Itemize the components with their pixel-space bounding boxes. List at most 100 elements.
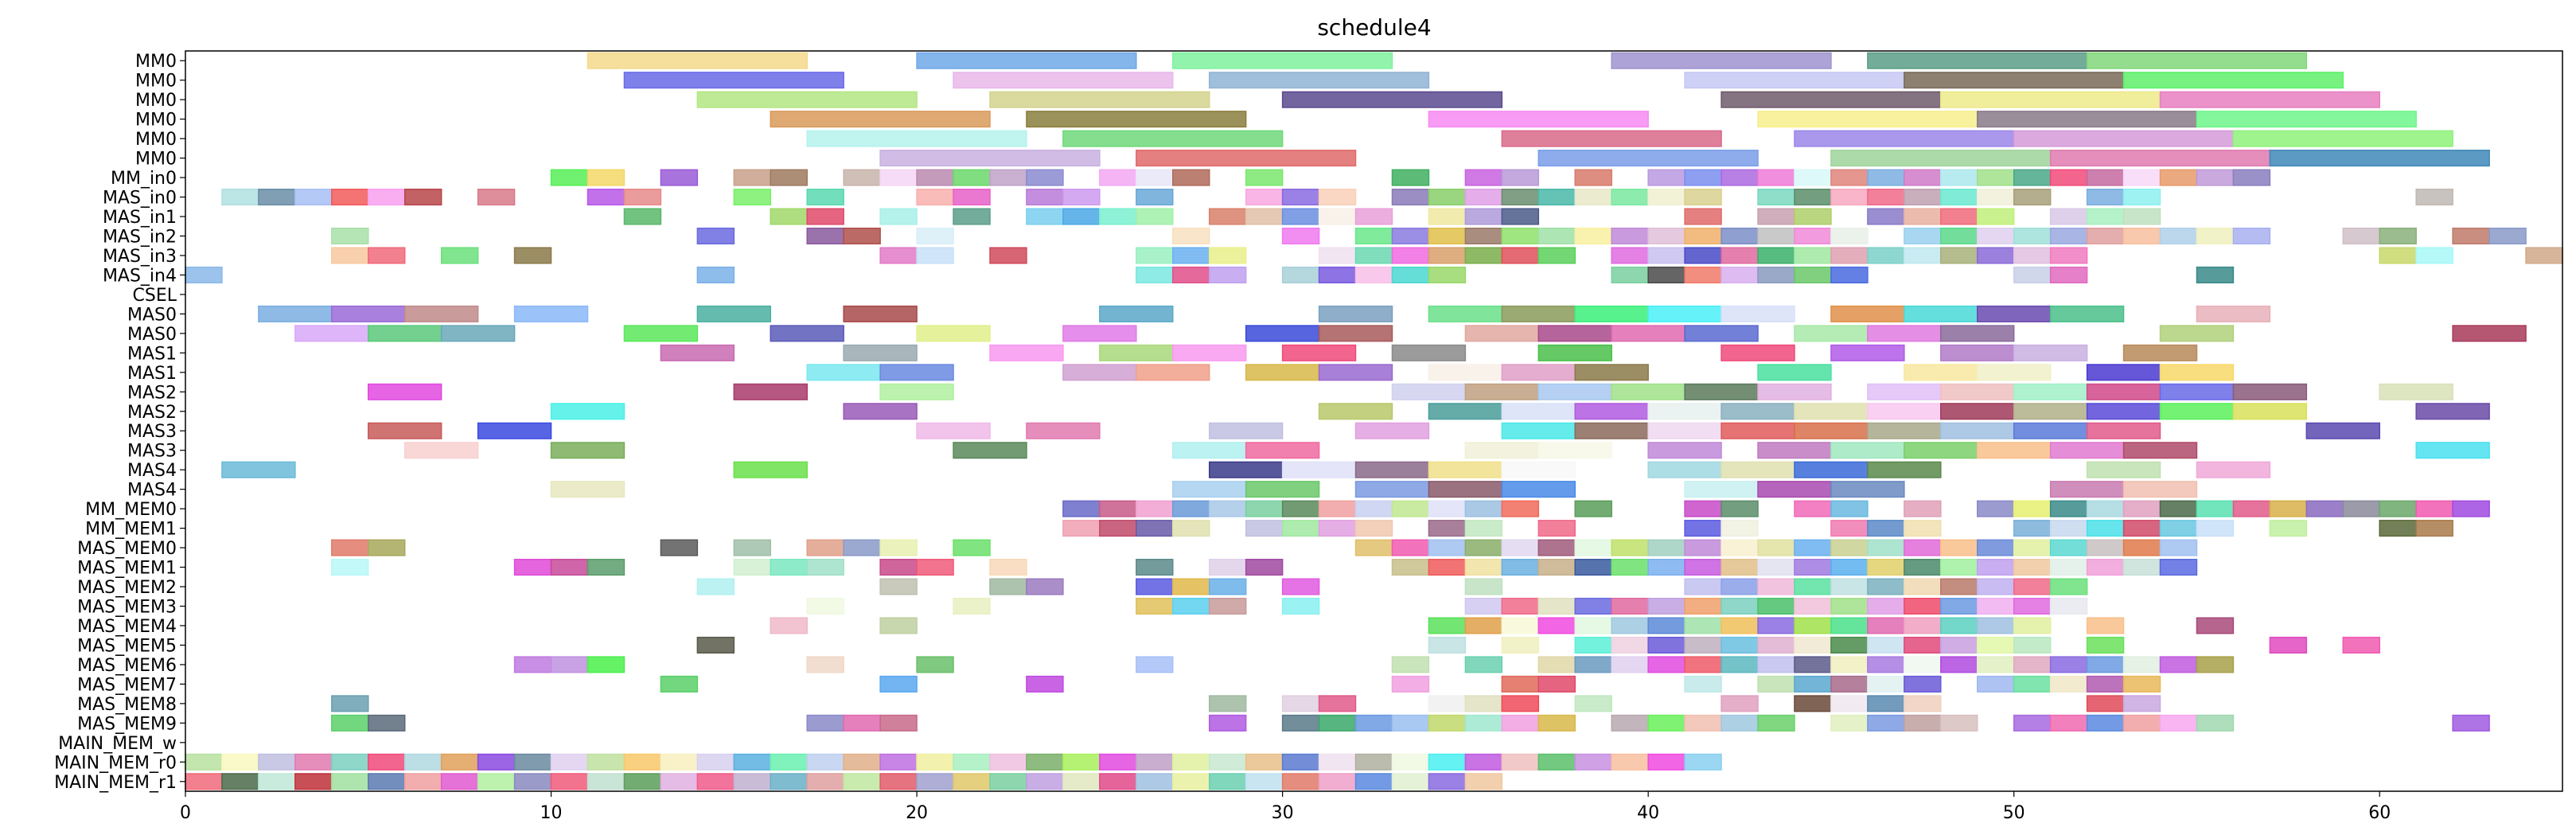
task-bar bbox=[1647, 753, 1686, 771]
task-bar bbox=[2049, 714, 2088, 732]
task-bar bbox=[2305, 422, 2380, 439]
task-bar bbox=[2049, 520, 2088, 537]
task-bar bbox=[2196, 714, 2235, 732]
task-bar bbox=[1976, 617, 2015, 634]
task-bar bbox=[696, 305, 772, 322]
task-bar bbox=[2122, 442, 2198, 459]
task-bar bbox=[1867, 695, 1905, 712]
task-bar bbox=[1867, 636, 1905, 654]
task-bar bbox=[2232, 130, 2453, 147]
task-bar bbox=[2159, 403, 2235, 420]
task-bar bbox=[1391, 189, 1430, 206]
task-bar bbox=[403, 189, 442, 206]
task-bar bbox=[368, 325, 442, 342]
task-bar bbox=[221, 189, 259, 206]
task-bar bbox=[2013, 247, 2052, 264]
task-bar bbox=[2013, 636, 2052, 654]
task-bar bbox=[1354, 539, 1393, 556]
task-bar bbox=[2452, 325, 2527, 342]
y-tick-label: MM0 bbox=[135, 91, 177, 111]
task-bar bbox=[1721, 344, 1795, 361]
task-bar bbox=[1391, 714, 1430, 732]
task-bar bbox=[1721, 597, 1759, 615]
task-bar bbox=[1062, 364, 1137, 381]
task-bar bbox=[1721, 578, 1759, 595]
x-tick-label: 40 bbox=[1637, 803, 1659, 823]
task-bar bbox=[2086, 539, 2125, 556]
task-bar bbox=[550, 773, 589, 790]
task-bar bbox=[806, 597, 844, 615]
task-bar bbox=[1830, 266, 1869, 283]
task-bar bbox=[1830, 247, 1869, 264]
task-bar bbox=[879, 773, 918, 790]
task-bar bbox=[1281, 500, 1320, 517]
task-bar bbox=[696, 773, 735, 790]
task-bar bbox=[2415, 520, 2453, 537]
task-bar bbox=[1172, 247, 1210, 264]
task-bar bbox=[2013, 617, 2052, 634]
task-bar bbox=[258, 305, 333, 322]
x-tick-label: 0 bbox=[180, 803, 191, 823]
task-bar bbox=[1501, 539, 1540, 556]
task-bar bbox=[1318, 208, 1357, 225]
task-bar bbox=[1867, 539, 1905, 556]
task-bar bbox=[1026, 422, 1101, 439]
task-bar bbox=[1574, 422, 1649, 439]
task-bar bbox=[1830, 442, 1905, 459]
task-bar bbox=[879, 617, 918, 634]
task-bar bbox=[1830, 617, 1869, 634]
task-bar bbox=[440, 325, 516, 342]
task-bar bbox=[1940, 247, 1978, 264]
task-bar bbox=[2122, 208, 2161, 225]
task-bar bbox=[403, 442, 479, 459]
task-bar bbox=[1794, 617, 1832, 634]
task-bar bbox=[1684, 227, 1722, 245]
task-bar bbox=[1647, 247, 1686, 264]
task-bar bbox=[331, 559, 369, 576]
task-bar bbox=[1354, 422, 1430, 439]
task-bar bbox=[294, 189, 333, 206]
task-bar bbox=[1099, 520, 1137, 537]
y-tick-label: MAS1 bbox=[127, 364, 177, 384]
task-bar bbox=[550, 169, 589, 186]
task-bar bbox=[2159, 559, 2198, 576]
task-bar bbox=[1318, 753, 1357, 771]
task-bar bbox=[1062, 189, 1101, 206]
task-bar bbox=[2122, 675, 2161, 693]
task-bar bbox=[513, 753, 552, 771]
task-bar bbox=[1318, 520, 1357, 537]
task-bar bbox=[2013, 656, 2052, 673]
task-bar bbox=[1940, 383, 2015, 400]
task-bar bbox=[1904, 714, 1942, 732]
task-bar bbox=[879, 383, 954, 400]
task-bar bbox=[989, 169, 1027, 186]
task-bar bbox=[1464, 773, 1503, 790]
task-bar bbox=[733, 461, 808, 478]
task-bar bbox=[696, 578, 735, 595]
task-bar bbox=[1281, 461, 1357, 478]
task-bar bbox=[2086, 403, 2161, 420]
task-bar bbox=[1794, 578, 1832, 595]
task-bar bbox=[1940, 169, 1978, 186]
task-bar bbox=[1245, 773, 1284, 790]
y-tick-label: MAS_in0 bbox=[103, 189, 177, 209]
task-bar bbox=[513, 247, 552, 264]
task-bar bbox=[770, 617, 808, 634]
task-bar bbox=[623, 773, 662, 790]
task-bar bbox=[1099, 344, 1174, 361]
task-bar bbox=[1501, 636, 1540, 654]
task-bar bbox=[1867, 383, 1942, 400]
task-bar bbox=[1026, 208, 1064, 225]
task-bar bbox=[1208, 500, 1247, 517]
task-bar bbox=[1172, 753, 1210, 771]
task-bar bbox=[2122, 520, 2161, 537]
y-tick-label: MAS_MEM7 bbox=[77, 675, 177, 695]
task-bar bbox=[953, 597, 991, 615]
task-bar bbox=[587, 773, 625, 790]
task-bar bbox=[1281, 344, 1357, 361]
task-bar bbox=[1867, 559, 1905, 576]
task-bar bbox=[1684, 636, 1722, 654]
task-bar bbox=[1136, 597, 1174, 615]
task-bar bbox=[1428, 227, 1467, 245]
